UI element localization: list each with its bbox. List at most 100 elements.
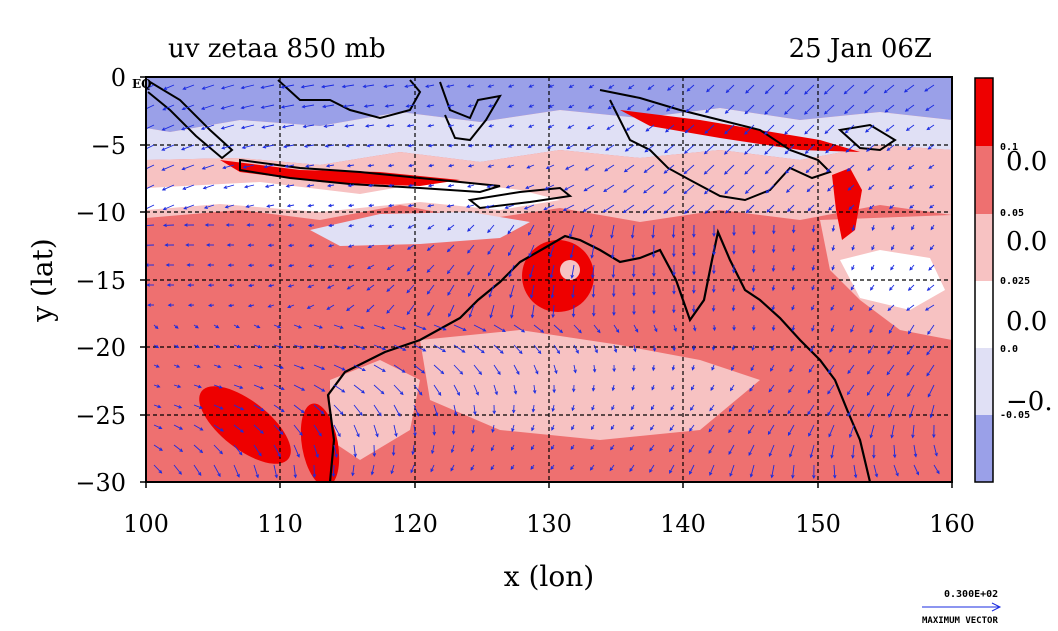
wind-vector-head (871, 226, 875, 231)
wind-vector (846, 164, 855, 172)
wind-vector (886, 364, 895, 375)
wind-vector-head (164, 243, 169, 247)
wind-vector-head (267, 304, 272, 308)
wind-vector-head (434, 412, 439, 417)
wind-vector (887, 144, 895, 151)
wind-vector (386, 304, 395, 314)
wind-vector-head (322, 104, 327, 109)
wind-vector (684, 144, 695, 154)
wind-vector-head (372, 453, 377, 457)
wind-vector-head (927, 146, 932, 150)
wind-vector-head (731, 288, 736, 293)
wind-vector-head (591, 294, 596, 298)
wind-vector (686, 104, 695, 113)
wind-vector-head (219, 406, 224, 410)
wind-vector-head (867, 413, 872, 418)
wind-vector-head (430, 450, 435, 455)
wind-vector (347, 284, 355, 290)
wind-vector-head (626, 106, 631, 110)
light-positive-australia (420, 330, 760, 440)
wind-vector-head (261, 125, 266, 129)
wind-vector-head (174, 325, 179, 329)
wind-vector-head (589, 234, 594, 239)
wind-vector (513, 384, 517, 394)
wind-vector-head (511, 446, 515, 451)
wind-vector (788, 384, 795, 393)
wind-vector-head (161, 187, 166, 191)
wind-vector (427, 224, 435, 230)
wind-vector-head (368, 203, 373, 208)
wind-vector-head (847, 412, 851, 417)
wind-vector-head (296, 453, 300, 458)
wind-vector-head (195, 344, 200, 348)
wind-vector-head (359, 412, 363, 416)
wind-vector-head (651, 234, 655, 239)
wind-vector-head (387, 224, 392, 228)
wind-vector-head (671, 366, 676, 371)
wind-vector-head (669, 469, 673, 474)
wind-vector (490, 304, 495, 318)
wind-vector (453, 324, 466, 331)
wind-vector-head (437, 392, 442, 396)
wind-vector-head (413, 432, 417, 437)
positive-vortex-southwest (199, 386, 291, 464)
wind-vector-head (362, 367, 366, 372)
wind-vector (907, 384, 915, 397)
wind-vector (201, 104, 215, 110)
wind-vector (784, 124, 795, 135)
wind-vector-head (256, 324, 261, 329)
wind-vector-head (824, 130, 829, 135)
wind-vector (765, 184, 775, 194)
wind-vector-head (384, 104, 389, 108)
wind-vector-head (468, 123, 473, 128)
wind-vector (492, 424, 495, 433)
wind-vector-head (300, 366, 305, 370)
wind-vector (242, 144, 255, 149)
wind-vector-head (528, 253, 532, 258)
wind-vector (447, 284, 455, 296)
wind-vector (647, 104, 655, 111)
wind-vector (221, 84, 235, 89)
wind-vector-head (442, 327, 447, 331)
wind-vector-head (823, 90, 828, 95)
wind-vector (584, 184, 595, 192)
wind-vector (506, 184, 515, 189)
wind-vector-head (607, 105, 612, 110)
wind-vector-head (546, 145, 551, 149)
wind-vector-head (724, 110, 729, 114)
y-tick-label: −5 (91, 132, 126, 160)
wind-vector (505, 204, 515, 209)
wind-vector-head (146, 263, 149, 267)
wind-vector-head (729, 472, 733, 477)
wind-vector-head (663, 170, 668, 174)
wind-vector (704, 184, 715, 195)
wind-vector (824, 104, 835, 115)
wind-vector (221, 124, 235, 130)
wind-vector-head (908, 166, 912, 170)
wind-vector (364, 104, 375, 107)
wind-vector (572, 304, 575, 317)
wind-vector-head (672, 272, 676, 277)
wind-vector (545, 184, 555, 190)
wind-vector (387, 244, 395, 249)
wind-vector-head (467, 228, 471, 232)
vector-key-arrowhead (991, 602, 1002, 612)
wind-vector (593, 364, 596, 372)
wind-vector (887, 344, 895, 354)
wind-vector (324, 124, 335, 128)
wind-vector (810, 344, 815, 352)
wind-vector (346, 144, 355, 147)
wind-vector-head (387, 163, 392, 168)
wind-vector-head (181, 166, 186, 171)
wind-vector-head (367, 183, 372, 188)
wind-vector (530, 284, 535, 298)
wind-vector-head (432, 431, 437, 436)
wind-vector-head (556, 350, 561, 355)
vector-key-caption: MAXIMUM VECTOR (922, 616, 998, 626)
wind-vector-head (552, 389, 556, 394)
wind-vector (405, 84, 415, 88)
wind-vector-head (791, 306, 795, 311)
wind-vector-head (284, 164, 289, 168)
wind-vector (926, 124, 935, 130)
wind-vector-head (426, 269, 431, 273)
